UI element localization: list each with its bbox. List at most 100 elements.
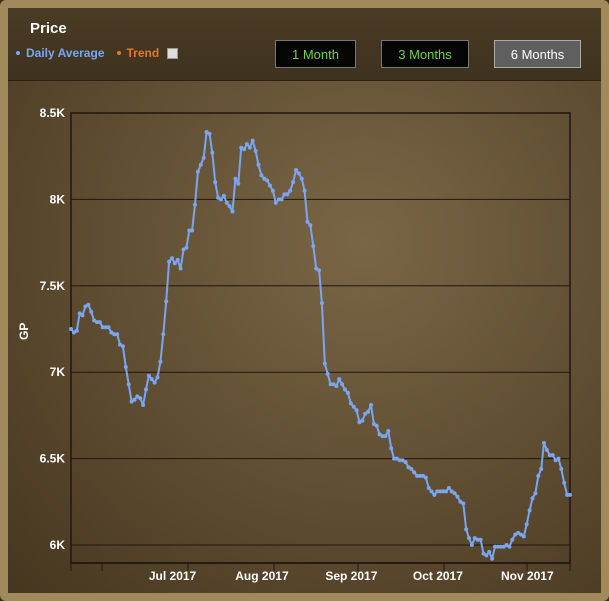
data-point[interactable] bbox=[80, 313, 85, 318]
data-point[interactable] bbox=[380, 434, 385, 439]
data-point[interactable] bbox=[455, 494, 460, 499]
data-point[interactable] bbox=[198, 162, 203, 167]
data-point[interactable] bbox=[146, 373, 151, 378]
data-point[interactable] bbox=[302, 188, 307, 193]
data-point[interactable] bbox=[149, 377, 154, 382]
data-point[interactable] bbox=[559, 467, 564, 471]
data-point[interactable] bbox=[210, 150, 215, 155]
data-point[interactable] bbox=[565, 492, 570, 497]
data-point[interactable] bbox=[484, 553, 489, 558]
data-point[interactable] bbox=[144, 387, 148, 392]
data-point[interactable] bbox=[547, 453, 552, 458]
data-point[interactable] bbox=[478, 537, 483, 542]
data-point[interactable] bbox=[92, 318, 97, 323]
data-point[interactable] bbox=[331, 382, 336, 387]
data-point[interactable] bbox=[412, 470, 417, 475]
data-point[interactable] bbox=[126, 382, 131, 387]
data-point[interactable] bbox=[337, 377, 342, 382]
data-point[interactable] bbox=[475, 537, 480, 542]
data-point[interactable] bbox=[562, 480, 567, 485]
data-point[interactable] bbox=[527, 508, 532, 513]
data-point[interactable] bbox=[438, 489, 443, 494]
data-point[interactable] bbox=[392, 456, 397, 461]
data-point[interactable] bbox=[446, 486, 451, 490]
data-point[interactable] bbox=[265, 178, 270, 183]
data-point[interactable] bbox=[152, 380, 157, 385]
data-point[interactable] bbox=[305, 219, 310, 224]
data-point[interactable] bbox=[219, 197, 223, 202]
data-point[interactable] bbox=[325, 371, 330, 376]
data-point[interactable] bbox=[441, 489, 446, 494]
data-point[interactable] bbox=[533, 491, 538, 496]
data-point[interactable] bbox=[504, 543, 509, 547]
data-point[interactable] bbox=[360, 418, 365, 423]
data-point[interactable] bbox=[201, 155, 206, 160]
data-point[interactable] bbox=[244, 142, 249, 147]
data-point[interactable] bbox=[481, 551, 486, 556]
data-point[interactable] bbox=[158, 359, 163, 364]
data-point[interactable] bbox=[161, 332, 166, 337]
data-point[interactable] bbox=[170, 256, 174, 261]
data-point[interactable] bbox=[406, 465, 411, 470]
data-point[interactable] bbox=[233, 176, 238, 181]
data-point[interactable] bbox=[129, 399, 134, 404]
data-point[interactable] bbox=[498, 544, 503, 549]
data-point[interactable] bbox=[553, 458, 558, 463]
data-point[interactable] bbox=[253, 149, 258, 153]
data-point[interactable] bbox=[403, 460, 408, 465]
data-point[interactable] bbox=[109, 330, 114, 335]
data-point[interactable] bbox=[340, 382, 345, 387]
data-point[interactable] bbox=[123, 365, 128, 369]
data-point[interactable] bbox=[256, 162, 261, 167]
data-point[interactable] bbox=[247, 145, 252, 150]
data-point[interactable] bbox=[132, 397, 137, 402]
data-point[interactable] bbox=[112, 332, 117, 337]
data-point[interactable] bbox=[296, 171, 301, 176]
data-point[interactable] bbox=[86, 302, 91, 307]
data-point[interactable] bbox=[181, 247, 186, 252]
data-point[interactable] bbox=[184, 245, 189, 250]
data-point[interactable] bbox=[418, 473, 422, 478]
data-point[interactable] bbox=[493, 544, 497, 549]
data-point[interactable] bbox=[270, 188, 275, 193]
data-point[interactable] bbox=[308, 223, 313, 228]
data-point[interactable] bbox=[521, 534, 526, 539]
data-point[interactable] bbox=[343, 387, 347, 392]
data-point[interactable] bbox=[273, 200, 278, 205]
data-point[interactable] bbox=[118, 342, 122, 347]
data-point[interactable] bbox=[510, 537, 515, 542]
data-point[interactable] bbox=[490, 556, 495, 561]
data-point[interactable] bbox=[366, 409, 371, 414]
data-point[interactable] bbox=[322, 361, 327, 366]
data-point[interactable] bbox=[409, 467, 414, 471]
data-point[interactable] bbox=[397, 458, 402, 463]
data-point[interactable] bbox=[449, 489, 454, 494]
data-point[interactable] bbox=[426, 486, 431, 490]
data-point[interactable] bbox=[348, 401, 353, 406]
data-point[interactable] bbox=[444, 489, 448, 494]
data-point[interactable] bbox=[524, 522, 529, 527]
data-point[interactable] bbox=[487, 549, 492, 554]
trend-checkbox[interactable] bbox=[167, 47, 179, 59]
data-point[interactable] bbox=[204, 130, 209, 134]
data-point[interactable] bbox=[351, 404, 356, 409]
data-point[interactable] bbox=[400, 458, 405, 463]
data-point[interactable] bbox=[187, 228, 192, 233]
data-point[interactable] bbox=[354, 408, 359, 413]
data-point[interactable] bbox=[530, 496, 535, 501]
data-point[interactable] bbox=[319, 301, 324, 306]
data-point[interactable] bbox=[178, 266, 183, 271]
data-point[interactable] bbox=[550, 453, 555, 458]
data-point[interactable] bbox=[377, 432, 382, 437]
data-point[interactable] bbox=[155, 375, 160, 380]
range-1-month-button[interactable]: 1 Month bbox=[275, 40, 356, 68]
data-point[interactable] bbox=[250, 138, 255, 143]
data-point[interactable] bbox=[135, 394, 140, 399]
data-point[interactable] bbox=[516, 530, 521, 535]
data-point[interactable] bbox=[452, 491, 457, 496]
data-point[interactable] bbox=[311, 244, 316, 249]
data-point[interactable] bbox=[415, 473, 420, 478]
data-point[interactable] bbox=[386, 429, 391, 433]
data-point[interactable] bbox=[195, 169, 200, 174]
data-point[interactable] bbox=[334, 384, 339, 388]
